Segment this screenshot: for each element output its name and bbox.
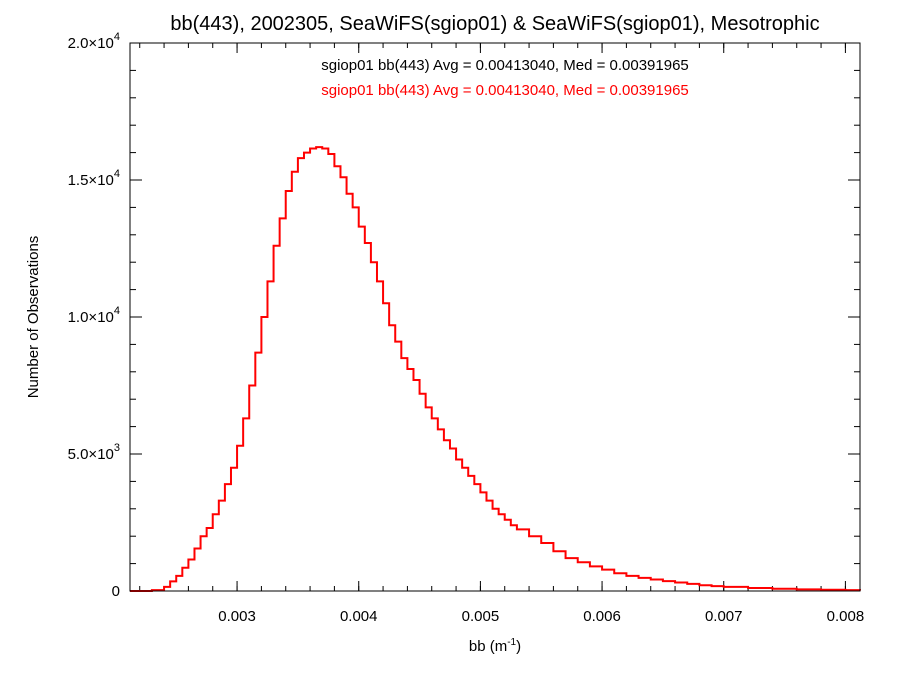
x-tick-label: 0.005	[462, 608, 500, 625]
x-tick-label: 0.004	[340, 608, 378, 625]
axes: 0.003 0.004 0.005 0.006 0.007 0.008 0 5.0×103 1.…	[68, 31, 865, 625]
x-tick-label: 0.006	[583, 608, 621, 625]
annotation-red: sgiop01 bb(443) Avg = 0.00413040, Med = …	[321, 82, 689, 99]
y-tick-label: 1.5×104	[68, 168, 120, 189]
series-layer	[130, 146, 861, 592]
x-tick-label: 0.007	[705, 608, 743, 625]
y-tick-label: 2.0×104	[68, 31, 120, 52]
x-tick-label: 0.008	[827, 608, 865, 625]
x-tick-label: 0.003	[218, 608, 256, 625]
plot-frame	[129, 42, 861, 592]
histogram-series-0	[130, 146, 861, 592]
y-tick-label: 0	[112, 583, 120, 600]
y-tick-label: 1.0×104	[68, 305, 120, 326]
annotation-black: sgiop01 bb(443) Avg = 0.00413040, Med = …	[321, 57, 689, 74]
x-axis-label: bb (m-1)	[469, 637, 521, 655]
chart-title: bb(443), 2002305, SeaWiFS(sgiop01) & Sea…	[170, 13, 819, 35]
y-tick-label: 5.0×103	[68, 442, 120, 463]
y-axis-label: Number of Observations	[25, 236, 42, 399]
